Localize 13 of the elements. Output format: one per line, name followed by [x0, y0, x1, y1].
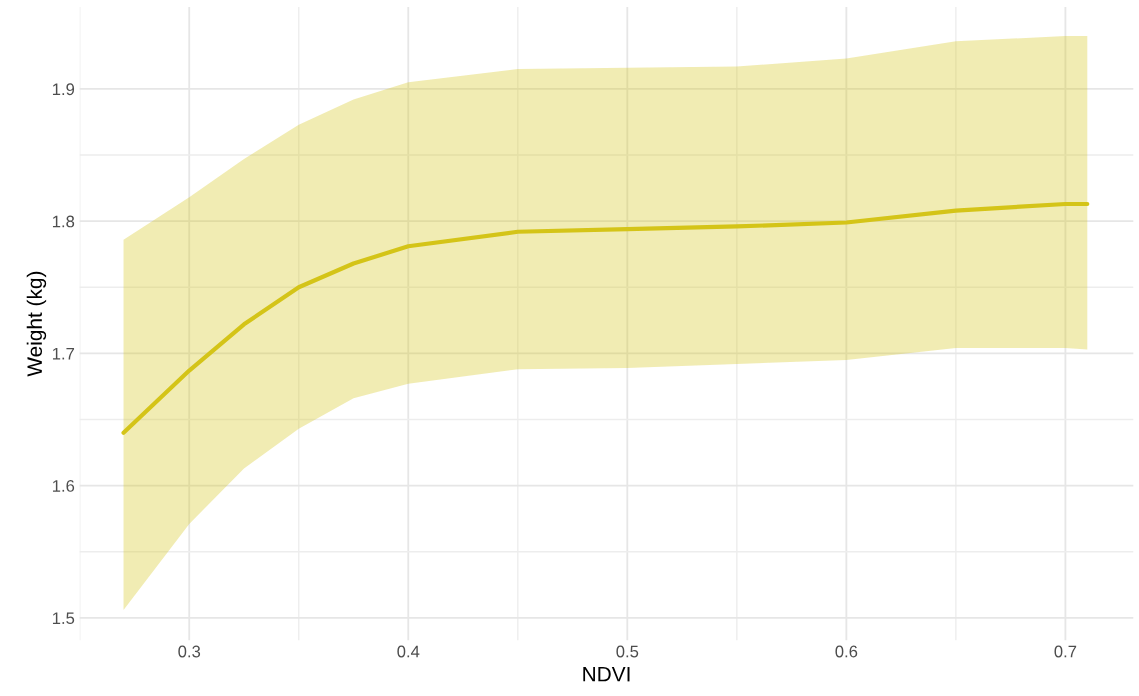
- y-tick-label: 1.7: [52, 347, 75, 360]
- x-tick-label: 0.6: [835, 645, 858, 658]
- y-axis-title: Weight (kg): [26, 271, 47, 377]
- y-tick-label: 1.8: [52, 215, 75, 228]
- x-tick-label: 0.4: [397, 645, 420, 658]
- line-series: [121, 201, 1090, 435]
- x-tick-label: 0.7: [1054, 645, 1077, 658]
- y-tick-label: 1.5: [52, 612, 75, 625]
- x-tick-label: 0.5: [616, 645, 639, 658]
- y-tick-label: 1.9: [52, 83, 75, 96]
- y-tick-label: 1.6: [52, 480, 75, 492]
- x-tick-label: 0.3: [178, 645, 201, 658]
- x-axis-title: NDVI: [583, 667, 630, 682]
